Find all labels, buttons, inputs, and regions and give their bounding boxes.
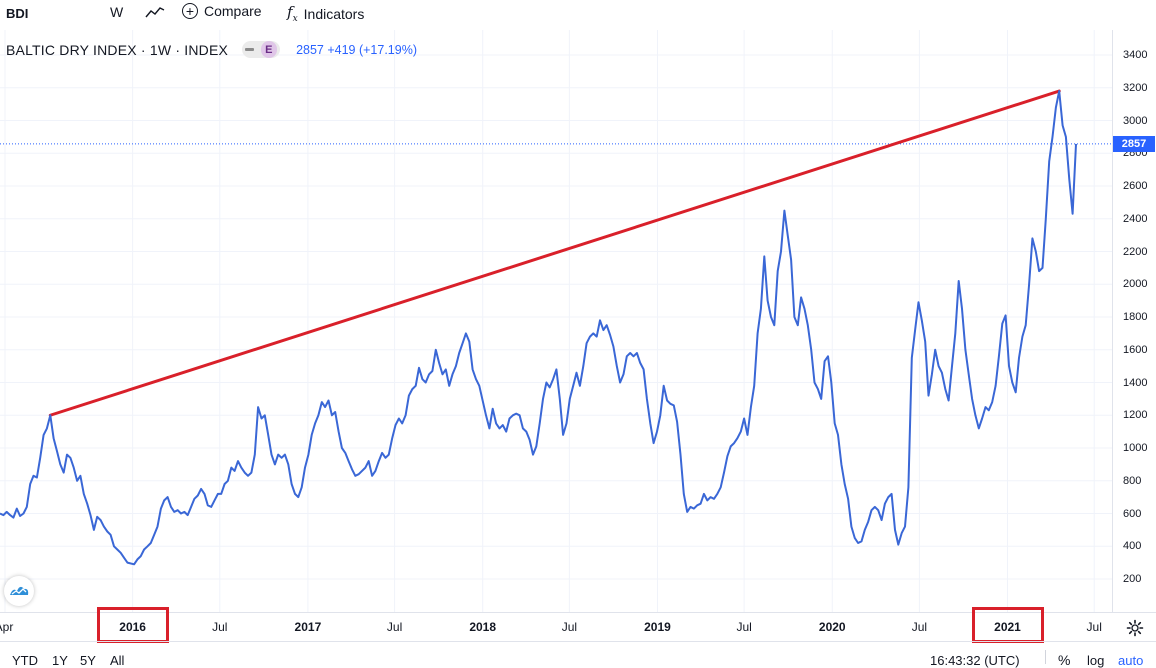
indicators-button[interactable]: fx Indicators <box>287 3 364 24</box>
highlight-box <box>96 607 169 643</box>
range-1y-button[interactable]: 1Y <box>52 653 68 668</box>
time-tick-label: 2017 <box>294 620 322 634</box>
time-tick-label: 2020 <box>818 620 846 634</box>
price-scale[interactable]: 3400 3200 3000 2800 2600 2400 2200 2000 1800 1600… <box>1112 30 1156 612</box>
time-tick-label: Jul <box>1086 620 1102 634</box>
minus-icon <box>245 48 255 51</box>
top-toolbar: BDI W + Compare fx Indicators <box>0 0 1156 26</box>
time-tick-label: 2019 <box>644 620 671 634</box>
price-tick-label: 200 <box>1123 573 1142 585</box>
time-tick-label: Jul <box>386 620 403 634</box>
grid-lines <box>0 30 1112 612</box>
time-scale[interactable]: Apr 2016 Jul 2017 Jul 2018 Jul 2019 Jul 2020 Jul 20… <box>0 607 1156 643</box>
price-tick-label: 1000 <box>1123 442 1148 454</box>
range-5y-button[interactable]: 5Y <box>80 653 96 668</box>
price-tick-label: 3400 <box>1123 49 1148 61</box>
price-tick-label: 2600 <box>1123 180 1148 192</box>
time-tick-label: 2021 <box>994 620 1021 634</box>
range-all-button[interactable]: All <box>110 653 125 668</box>
chart-plot-area[interactable] <box>0 30 1112 612</box>
price-tick-label: 3200 <box>1123 81 1148 94</box>
price-tick-label: 1800 <box>1123 311 1148 323</box>
trendline <box>48 89 1061 417</box>
price-tick-label: 1200 <box>1123 409 1148 422</box>
price-tick-label: 600 <box>1123 507 1142 520</box>
separator <box>1045 650 1046 664</box>
fx-icon: fx <box>287 3 298 24</box>
tradingview-logo[interactable] <box>4 576 34 606</box>
price-tick-label: 2000 <box>1123 278 1148 291</box>
interval-button[interactable]: W <box>110 4 124 20</box>
symbol-search[interactable]: BDI <box>6 6 29 21</box>
price-tick-label: 1400 <box>1123 376 1148 389</box>
price-tick-label: 2400 <box>1123 212 1148 225</box>
earnings-badge-letter: E <box>260 41 277 58</box>
compare-button[interactable]: + Compare <box>182 3 262 19</box>
legend-value: 2857 +419 (+17.19%) <box>296 42 417 57</box>
time-tick-label: Jul <box>212 620 228 634</box>
log-scale-toggle[interactable]: log <box>1087 653 1105 668</box>
time-tick-label: 2016 <box>119 620 146 634</box>
plus-circle-icon: + <box>182 3 198 19</box>
price-tick-label: 400 <box>1123 540 1142 553</box>
highlight-box <box>971 607 1044 643</box>
last-price-label: 2857 <box>1113 135 1155 152</box>
price-tick-label: 3000 <box>1123 114 1148 127</box>
time-tick-label: Jul <box>561 620 578 634</box>
clock-timezone[interactable]: 16:43:32 (UTC) <box>930 653 1020 668</box>
time-tick-label: 2018 <box>469 620 497 634</box>
logo-icon <box>10 586 29 595</box>
line-chart-icon <box>145 7 165 18</box>
gear-icon[interactable] <box>1126 619 1144 637</box>
legend-title[interactable]: BALTIC DRY INDEX · 1W · INDEX <box>6 41 229 58</box>
time-tick-label: Apr <box>0 620 14 634</box>
price-tick-label: 1600 <box>1123 343 1148 356</box>
events-badge[interactable]: E <box>242 41 281 58</box>
bottom-bar: YTD 1Y 5Y All 16:43:32 (UTC) % log auto <box>0 641 1156 668</box>
range-ytd-button[interactable]: YTD <box>12 653 38 668</box>
indicators-label: Indicators <box>303 5 365 22</box>
chart-type-button[interactable] <box>144 3 166 21</box>
percent-scale-toggle[interactable]: % <box>1058 652 1071 668</box>
auto-scale-toggle[interactable]: auto <box>1118 653 1144 668</box>
time-tick-label: Jul <box>911 620 928 634</box>
time-tick-label: Jul <box>736 620 752 634</box>
compare-label: Compare <box>204 3 262 19</box>
price-tick-label: 2200 <box>1123 245 1148 258</box>
chart-legend: BALTIC DRY INDEX · 1W · INDEX E 2857 +41… <box>6 41 417 58</box>
series-line <box>0 90 1077 566</box>
price-tick-label: 800 <box>1123 474 1142 487</box>
